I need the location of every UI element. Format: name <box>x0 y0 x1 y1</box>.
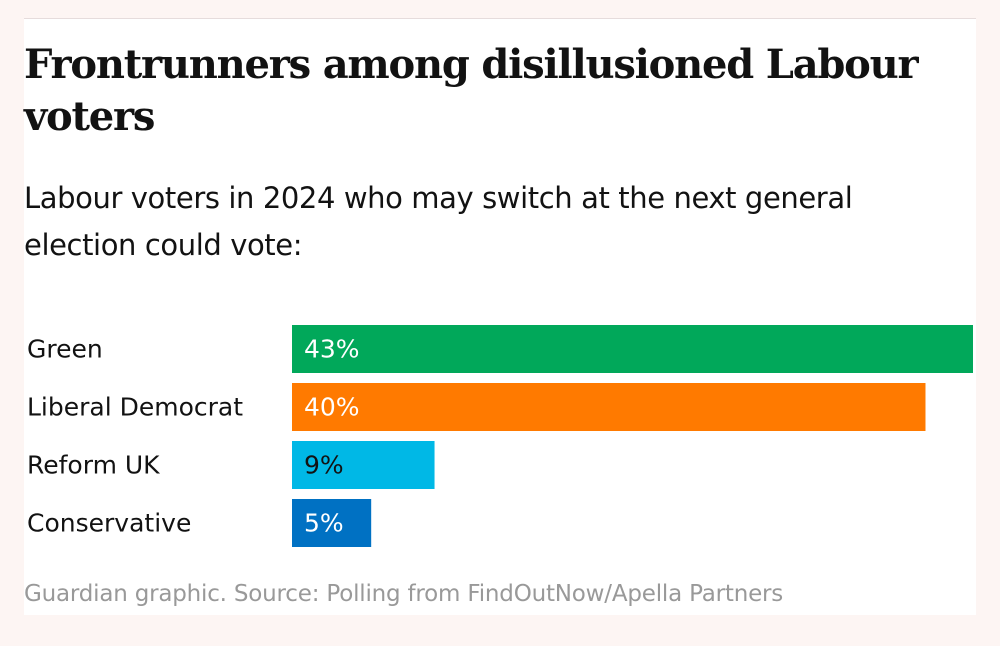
value-label-green: 43% <box>304 335 360 364</box>
chart-card: Frontrunners among disillusioned Labour … <box>24 18 976 615</box>
bar-chart: Green 43% Liberal Democrat 40% Reform UK 9% Co… <box>27 325 973 547</box>
source-note: Guardian graphic. Source: Polling from F… <box>24 581 784 607</box>
category-label-conservative: Conservative <box>27 509 191 538</box>
value-label-conservative: 5% <box>304 509 344 538</box>
value-label-liberal-democrat: 40% <box>304 393 360 422</box>
category-label-reform-uk: Reform UK <box>27 451 160 480</box>
bar-reform-uk <box>292 441 435 489</box>
chart-title: Frontrunners among disillusioned Labour … <box>24 41 919 140</box>
category-label-green: Green <box>27 335 103 364</box>
category-label-liberal-democrat: Liberal Democrat <box>27 393 243 422</box>
bar-green <box>292 325 973 373</box>
bar-liberal-democrat <box>292 383 926 431</box>
bar-conservative <box>292 499 372 547</box>
value-label-reform-uk: 9% <box>304 451 344 480</box>
chart-subtitle: Labour voters in 2024 who may switch at … <box>24 181 853 262</box>
